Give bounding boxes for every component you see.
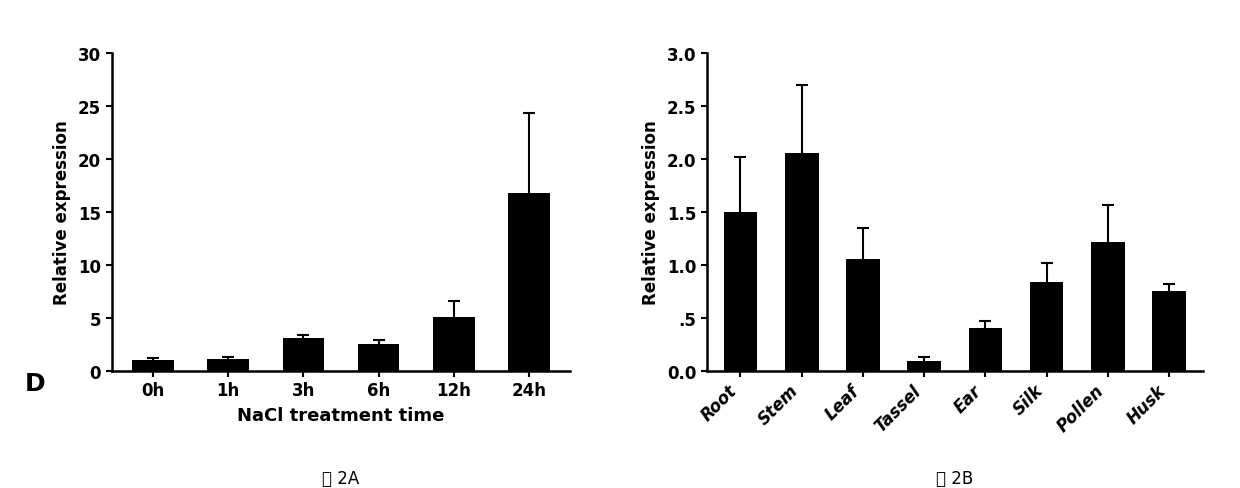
Bar <box>968 328 1002 371</box>
Text: 图 2B: 图 2B <box>936 469 973 487</box>
X-axis label: NaCl treatment time: NaCl treatment time <box>237 406 445 424</box>
Bar <box>724 212 758 371</box>
Bar <box>1091 243 1125 371</box>
Text: 图 2A: 图 2A <box>322 469 360 487</box>
Bar <box>133 360 174 371</box>
Bar <box>785 154 818 371</box>
Bar <box>1029 282 1064 371</box>
Bar <box>508 193 549 371</box>
Bar <box>908 361 941 371</box>
Bar <box>1152 291 1185 371</box>
Bar <box>207 359 249 371</box>
Bar <box>846 260 880 371</box>
Bar <box>283 338 324 371</box>
Y-axis label: Relative expression: Relative expression <box>642 120 660 305</box>
Bar <box>358 345 399 371</box>
Text: D: D <box>25 371 46 395</box>
Y-axis label: Relative expression: Relative expression <box>53 120 71 305</box>
Bar <box>433 317 475 371</box>
